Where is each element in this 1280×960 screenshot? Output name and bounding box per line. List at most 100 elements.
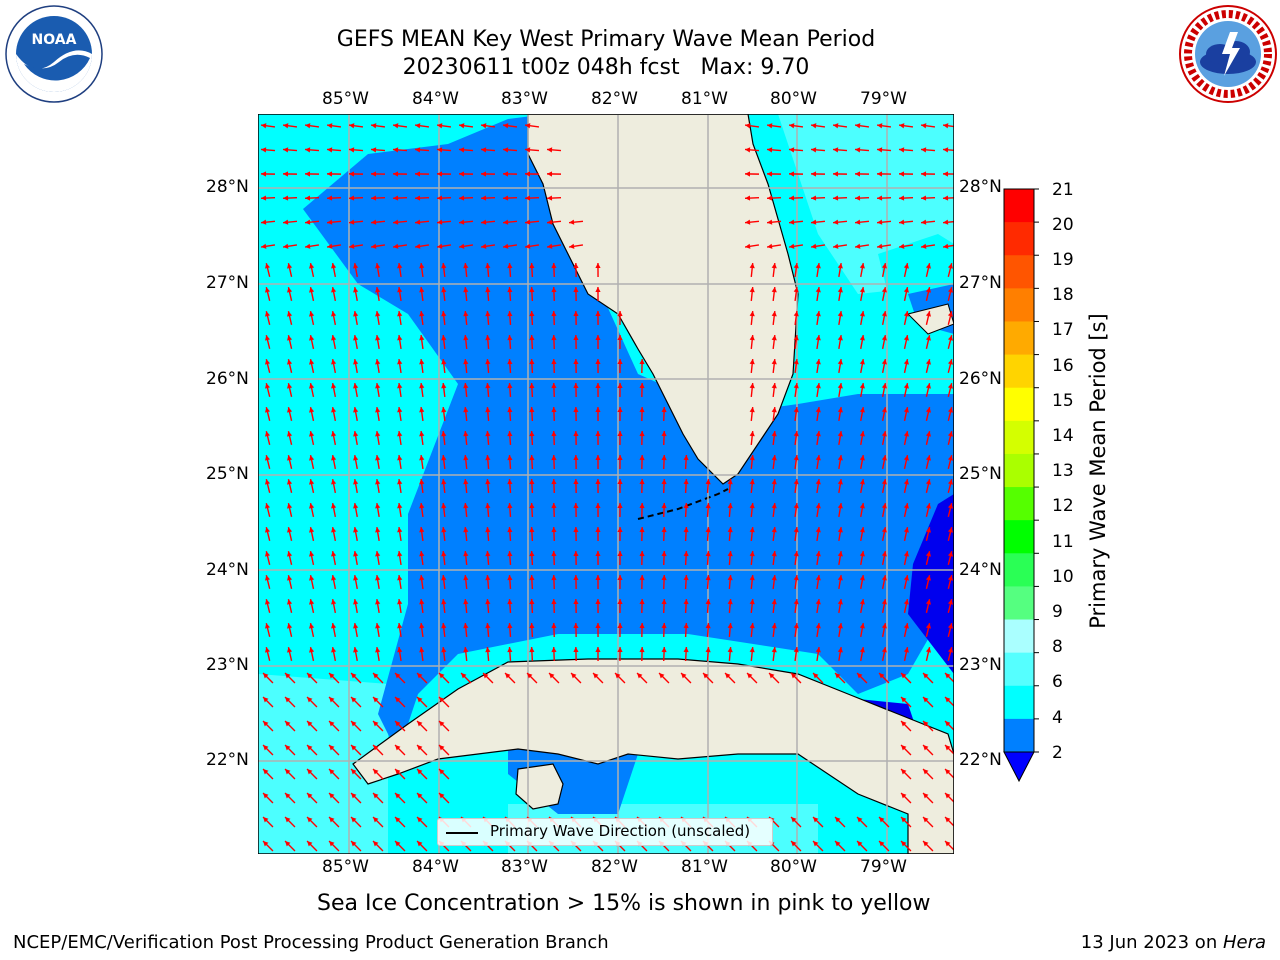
wave-arrow-head <box>507 527 513 533</box>
wave-arrow-head <box>309 647 315 653</box>
lat-label-right-25n: 25°N <box>959 464 1002 484</box>
wave-arrow-head <box>439 745 445 751</box>
wave-arrow-head <box>859 383 865 389</box>
wave-arrow-head <box>547 171 553 177</box>
wave-arrow-head <box>525 219 531 225</box>
wave-arrow-head <box>811 171 817 177</box>
wave-arrow-head <box>947 599 954 605</box>
wave-arrow-head <box>459 219 465 225</box>
wave-arrow-head <box>943 243 949 249</box>
colorbar-swatch-2 <box>1004 255 1034 289</box>
wave-arrow-head <box>481 195 487 201</box>
wave-arrow-head <box>639 431 645 437</box>
wave-arrow-head <box>749 383 755 389</box>
wave-arrow-head <box>503 243 509 249</box>
wave-arrow-head <box>439 697 445 703</box>
wave-arrow-head <box>903 647 909 653</box>
wave-arrow-head <box>287 455 293 461</box>
wave-arrow-head <box>881 359 887 365</box>
lon-label-top-82w: 82°W <box>591 89 638 109</box>
wave-arrow-head <box>307 721 313 727</box>
wave-arrow-head <box>463 503 469 509</box>
wave-arrow-head <box>749 359 755 365</box>
wave-arrow-head <box>463 359 469 365</box>
wave-arrow-head <box>903 551 909 557</box>
wave-arrow-head <box>393 195 399 201</box>
wave-arrow-head <box>529 455 535 461</box>
wave-arrow-head <box>859 287 865 293</box>
wave-arrow-head <box>393 171 399 177</box>
wave-arrow-head <box>903 503 909 509</box>
wave-arrow-head <box>287 503 293 509</box>
wave-arrow-head <box>617 383 623 389</box>
lat-label-left-27n: 27°N <box>206 273 249 293</box>
wave-arrow-head <box>925 431 931 437</box>
colorbar-swatch-15 <box>1004 685 1034 720</box>
wave-arrow-head <box>329 721 335 727</box>
wave-arrow-head <box>529 503 535 509</box>
wave-arrow-head <box>349 171 355 177</box>
wave-arrow-head <box>789 195 795 201</box>
wave-arrow-head <box>397 335 403 341</box>
wave-arrow-head <box>705 527 711 533</box>
wave-arrow-head <box>264 647 271 653</box>
wave-arrow-head <box>287 263 293 269</box>
wave-arrow-head <box>481 123 487 129</box>
wave-arrow-head <box>397 311 403 317</box>
wave-arrow-head <box>833 123 839 129</box>
wave-arrow-head <box>789 171 795 177</box>
wave-arrow-head <box>793 647 799 653</box>
wave-arrow-head <box>551 263 557 269</box>
wave-arrow-head <box>395 745 401 751</box>
lon-label-bottom-82w: 82°W <box>591 857 638 877</box>
colorbar-swatch-3 <box>1004 288 1034 322</box>
wave-arrow-head <box>353 647 359 653</box>
lat-label-right-28n: 28°N <box>959 177 1002 197</box>
wave-arrow-head <box>441 599 447 605</box>
colorbar-label: Primary Wave Mean Period [s] <box>1086 313 1110 629</box>
wave-arrow-head <box>349 243 355 249</box>
wave-arrow-head <box>397 599 403 605</box>
wave-arrow-head <box>329 817 335 823</box>
wave-arrow-head <box>309 503 315 509</box>
wave-arrow-head <box>903 599 909 605</box>
wave-arrow-head <box>551 479 557 485</box>
wave-arrow-head <box>395 697 401 703</box>
wave-arrow-head <box>441 575 447 581</box>
wave-arrow-head <box>331 311 337 317</box>
water-mid-region-sw <box>258 674 388 854</box>
wave-arrow-head <box>595 623 601 629</box>
wave-arrow-head <box>945 697 951 703</box>
wave-arrow-head <box>617 575 623 581</box>
wave-arrow-head <box>947 335 954 341</box>
wave-arrow-head <box>881 263 887 269</box>
lon-label-top-84w: 84°W <box>412 89 459 109</box>
wave-arrow-head <box>264 599 271 605</box>
wave-arrow-head <box>395 817 401 823</box>
colorbar-tick-18: 18 <box>1052 285 1074 305</box>
wave-arrow-head <box>771 359 777 365</box>
wave-arrow-head <box>925 479 931 485</box>
wave-arrow-head <box>925 551 931 557</box>
wave-arrow-head <box>923 793 929 799</box>
colorbar-tick-15: 15 <box>1052 391 1074 411</box>
wave-arrow-head <box>815 383 821 389</box>
wave-arrow-head <box>375 335 381 341</box>
colorbar-swatch-14 <box>1004 652 1034 687</box>
wave-arrow-head <box>573 311 579 317</box>
wave-arrow-head <box>639 455 645 461</box>
wave-arrow-head <box>353 335 359 341</box>
wave-arrow-head <box>837 527 843 533</box>
wave-arrow-head <box>745 171 751 177</box>
colorbar-tick-20: 20 <box>1052 215 1074 235</box>
wave-arrow-head <box>264 407 271 413</box>
wave-arrow-head <box>569 243 575 249</box>
wave-arrow-head <box>373 721 379 727</box>
colorbar-swatch-6 <box>1004 387 1034 422</box>
wave-arrow-head <box>903 575 909 581</box>
wave-arrow-head <box>573 407 579 413</box>
wave-arrow-head <box>415 243 421 249</box>
wave-arrow-head <box>903 335 909 341</box>
colorbar-swatch-12 <box>1004 586 1034 621</box>
wave-arrow-head <box>837 311 843 317</box>
